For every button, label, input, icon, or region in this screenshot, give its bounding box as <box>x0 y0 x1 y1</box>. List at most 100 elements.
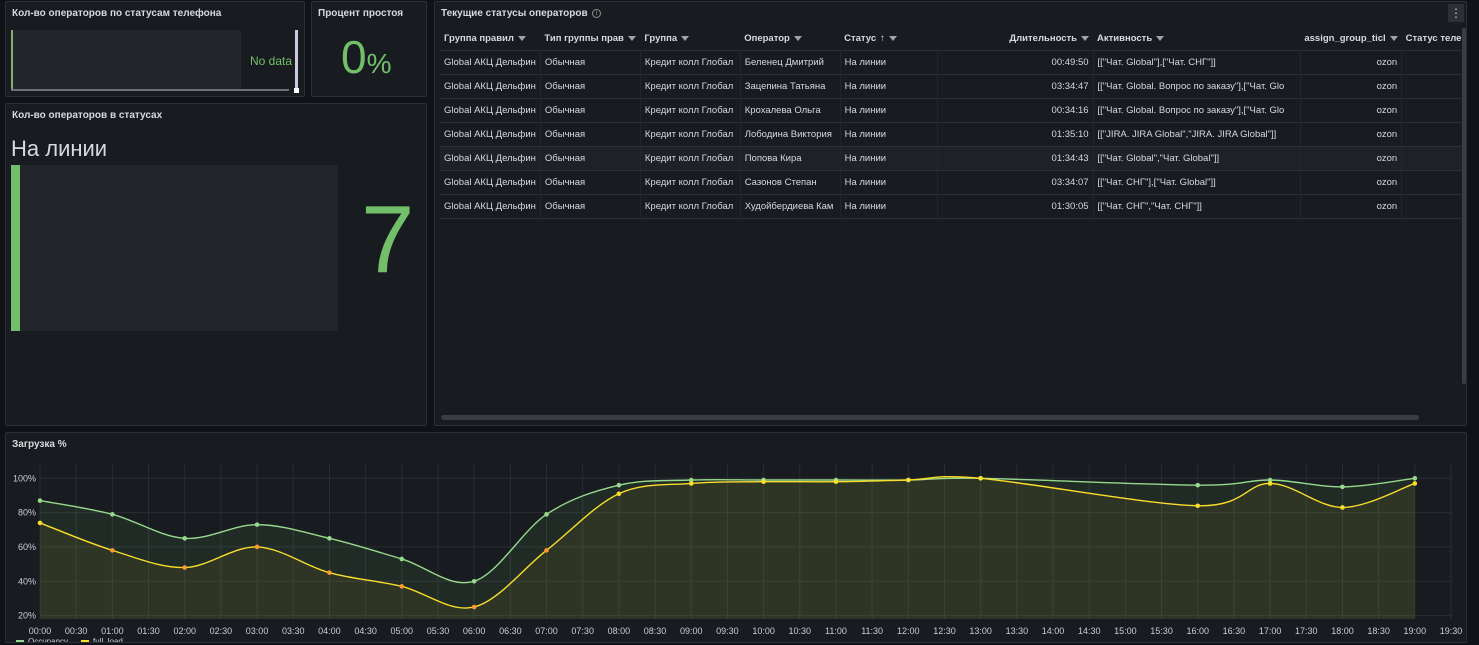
table-cell[interactable]: [["Чат. Global"],["Чат. СНГ"]] <box>1093 50 1301 75</box>
table-cell[interactable] <box>1401 122 1466 147</box>
table-cell[interactable]: Кредит колл Глобал <box>640 194 741 219</box>
table-cell[interactable]: Кредит колл Глобал <box>640 50 741 75</box>
resize-handle[interactable] <box>294 88 299 93</box>
table-cell[interactable] <box>1401 98 1466 123</box>
table-cell[interactable]: На линии <box>840 74 939 99</box>
table-cell[interactable]: Попова Кира <box>740 146 841 171</box>
table-cell[interactable]: Кредит колл Глобал <box>640 170 741 195</box>
table-cell[interactable]: Кредит колл Глобал <box>640 98 741 123</box>
table-cell[interactable]: Зацепина Татьяна <box>740 74 841 99</box>
table-cell[interactable]: На линии <box>840 98 939 123</box>
panel-title[interactable]: Загрузка % <box>12 439 67 450</box>
table-cell[interactable]: Global АКЦ Дельфин <box>440 170 541 195</box>
filter-icon[interactable] <box>681 36 690 42</box>
filter-icon[interactable] <box>517 36 526 42</box>
table-cell[interactable]: [["JIRA. JIRA Global","JIRA. JIRA Global… <box>1093 122 1301 147</box>
table-cell[interactable]: ozon <box>1300 170 1403 195</box>
panel-title[interactable]: Кол-во операторов в статусах <box>12 110 163 121</box>
filter-icon[interactable] <box>1156 36 1165 42</box>
table-cell[interactable]: 03:34:47 <box>937 74 1094 99</box>
filter-icon[interactable] <box>793 36 802 42</box>
table-row[interactable]: Global АКЦ Дельфин Обычная Кредит колл Гло… <box>440 74 1466 99</box>
filter-icon[interactable] <box>1389 36 1398 42</box>
column-header[interactable]: Группа <box>640 28 741 51</box>
filter-icon[interactable] <box>627 36 636 42</box>
table-cell[interactable]: На линии <box>840 170 939 195</box>
table-cell[interactable] <box>1401 74 1466 99</box>
table-cell[interactable] <box>1401 194 1466 219</box>
table-cell[interactable]: 00:49:50 <box>937 50 1094 75</box>
table-cell[interactable]: [["Чат. Global","Чат. Global"]] <box>1093 146 1301 171</box>
table-cell[interactable]: Кредит колл Глобал <box>640 74 741 99</box>
table-cell[interactable]: ozon <box>1300 194 1403 219</box>
table-cell[interactable]: На линии <box>840 50 939 75</box>
table-cell[interactable]: Обычная <box>540 74 641 99</box>
table-row[interactable]: Global АКЦ Дельфин Обычная Кредит колл Гло… <box>440 122 1466 147</box>
panel-title[interactable]: Кол-во операторов по статусам телефона <box>12 8 222 19</box>
table-cell[interactable] <box>1401 170 1466 195</box>
table-cell[interactable]: 01:35:10 <box>937 122 1094 147</box>
table-cell[interactable]: [["Чат. СНГ"],["Чат. Global"]] <box>1093 170 1301 195</box>
column-header[interactable]: Группа правил <box>440 28 541 51</box>
horizontal-scrollbar[interactable] <box>441 415 1419 420</box>
table-cell[interactable]: Global АКЦ Дельфин <box>440 74 541 99</box>
table-cell[interactable]: 00:34:16 <box>937 98 1094 123</box>
table-row[interactable]: Global АКЦ Дельфин Обычная Кредит колл Гло… <box>440 50 1466 75</box>
table-cell[interactable]: 01:34:43 <box>937 146 1094 171</box>
table-cell[interactable]: 01:30:05 <box>937 194 1094 219</box>
table-cell[interactable]: Обычная <box>540 170 641 195</box>
table-cell[interactable]: ozon <box>1300 50 1403 75</box>
vertical-scrollbar[interactable] <box>295 30 298 88</box>
table-cell[interactable] <box>1401 146 1466 171</box>
table-cell[interactable]: На линии <box>840 146 939 171</box>
vertical-scrollbar[interactable] <box>1462 28 1466 384</box>
kebab-menu-icon[interactable]: ⋮ <box>1448 4 1464 22</box>
filter-icon[interactable] <box>1081 36 1090 42</box>
table-row[interactable]: Global АКЦ Дельфин Обычная Кредит колл Гло… <box>440 98 1466 123</box>
table-cell[interactable]: Global АКЦ Дельфин <box>440 122 541 147</box>
table-cell[interactable]: Обычная <box>540 122 641 147</box>
table-cell[interactable]: 03:34:07 <box>937 170 1094 195</box>
table-cell[interactable]: Обычная <box>540 146 641 171</box>
table-cell[interactable]: ozon <box>1300 74 1403 99</box>
table-cell[interactable]: Global АКЦ Дельфин <box>440 194 541 219</box>
table-cell[interactable]: [["Чат. Global. Вопрос по заказу"],["Чат… <box>1093 74 1301 99</box>
table-cell[interactable]: ozon <box>1300 122 1403 147</box>
table-cell[interactable]: [["Чат. СНГ","Чат. СНГ"]] <box>1093 194 1301 219</box>
table-cell[interactable]: Кредит колл Глобал <box>640 122 741 147</box>
table-cell[interactable]: Обычная <box>540 194 641 219</box>
table-cell[interactable]: Беленец Дмитрий <box>740 50 841 75</box>
table-row[interactable]: Global АКЦ Дельфин Обычная Кредит колл Гло… <box>440 146 1466 171</box>
column-header[interactable]: Активность <box>1093 28 1301 51</box>
table-row[interactable]: Global АКЦ Дельфин Обычная Кредит колл Гло… <box>440 170 1466 195</box>
table-cell[interactable]: Обычная <box>540 50 641 75</box>
column-header[interactable]: Статус теле <box>1401 28 1466 51</box>
panel-title[interactable]: Текущие статусы операторов <box>441 8 588 19</box>
column-header[interactable]: assign_group_ticl <box>1300 28 1402 51</box>
info-icon[interactable]: i <box>592 9 601 18</box>
column-header[interactable]: Тип группы прав <box>540 28 641 51</box>
horizontal-scrollbar[interactable] <box>11 89 289 91</box>
table-cell[interactable]: Global АКЦ Дельфин <box>440 146 541 171</box>
column-header[interactable]: Длительность <box>937 28 1094 51</box>
table-cell[interactable]: Сазонов Степан <box>740 170 841 195</box>
table-cell[interactable]: ozon <box>1300 146 1403 171</box>
table-cell[interactable]: Лободина Виктория <box>740 122 841 147</box>
table-cell[interactable]: Global АКЦ Дельфин <box>440 50 541 75</box>
column-header[interactable]: Статус ↑ <box>840 28 938 51</box>
sort-asc-icon[interactable]: ↑ <box>880 33 885 45</box>
column-header[interactable]: Оператор <box>740 28 841 51</box>
table-cell[interactable]: Худойбердиева Кам <box>740 194 841 219</box>
filter-icon[interactable] <box>888 36 897 42</box>
panel-title[interactable]: Процент простоя <box>318 8 404 19</box>
table-cell[interactable]: Global АКЦ Дельфин <box>440 98 541 123</box>
table-cell[interactable]: ozon <box>1300 98 1403 123</box>
table-cell[interactable]: На линии <box>840 194 939 219</box>
table-cell[interactable]: [["Чат. Global. Вопрос по заказу"],["Чат… <box>1093 98 1301 123</box>
table-cell[interactable]: Крохалева Ольга <box>740 98 841 123</box>
table-cell[interactable]: Кредит колл Глобал <box>640 146 741 171</box>
table-cell[interactable]: Обычная <box>540 98 641 123</box>
table-cell[interactable] <box>1401 50 1466 75</box>
table-row[interactable]: Global АКЦ Дельфин Обычная Кредит колл Гло… <box>440 194 1466 219</box>
table-cell[interactable]: На линии <box>840 122 939 147</box>
